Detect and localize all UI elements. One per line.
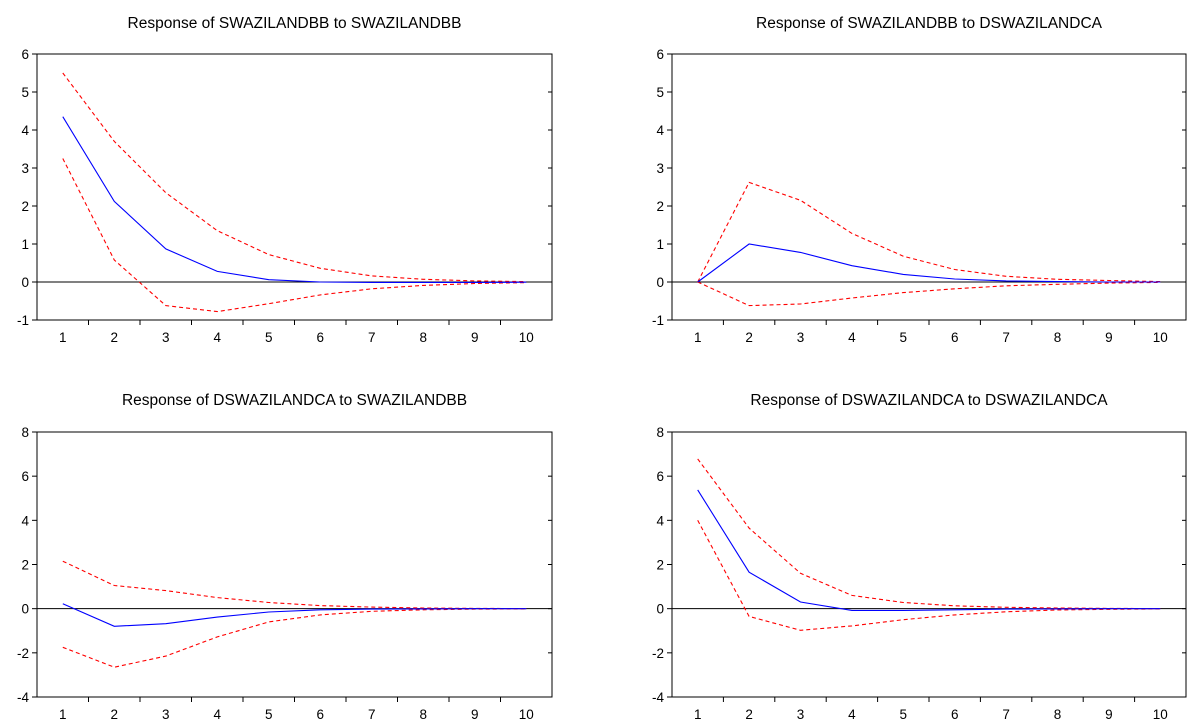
- x-tick-label: 10: [519, 707, 534, 722]
- y-tick-label: 2: [21, 199, 29, 214]
- x-tick-label: 6: [316, 707, 324, 722]
- x-tick-label: 3: [797, 707, 805, 722]
- y-tick-label: -4: [652, 690, 664, 705]
- y-tick-label: 4: [21, 123, 29, 138]
- x-tick-label: 5: [900, 707, 908, 722]
- y-tick-label: 4: [656, 123, 664, 138]
- confidence-band-line: [697, 181, 1161, 283]
- response-line: [62, 116, 527, 283]
- y-tick-label: 0: [21, 275, 29, 290]
- y-tick-label: -2: [652, 646, 664, 661]
- y-tick-label: 0: [656, 602, 664, 617]
- y-tick-label: 8: [656, 425, 664, 440]
- x-tick-label: 2: [110, 707, 118, 722]
- plot-frame: [36, 431, 553, 698]
- y-tick-label: 2: [21, 558, 29, 573]
- x-tick-label: 4: [213, 330, 221, 345]
- y-tick-label: -1: [652, 313, 664, 328]
- x-tick-label: 8: [419, 330, 427, 345]
- x-tick-label: 3: [797, 330, 805, 345]
- x-tick-label: 9: [471, 330, 479, 345]
- x-tick-label: 6: [951, 707, 959, 722]
- x-tick-label: 1: [694, 707, 702, 722]
- x-tick-label: 4: [848, 707, 856, 722]
- response-line: [697, 489, 1161, 611]
- x-tick-label: 9: [1105, 707, 1113, 722]
- y-tick-label: -1: [17, 313, 29, 328]
- x-tick-label: 6: [316, 330, 324, 345]
- confidence-band-line: [697, 458, 1161, 610]
- x-tick-label: 10: [519, 330, 534, 345]
- irf-panel: Response of DSWAZILANDCA to DSWAZILANDCA…: [652, 392, 1187, 722]
- x-tick-label: 1: [59, 707, 67, 722]
- x-tick-label: 2: [745, 330, 753, 345]
- y-tick-label: 6: [656, 47, 664, 62]
- y-tick-label: 5: [21, 85, 29, 100]
- confidence-band-line: [62, 72, 527, 283]
- y-tick-label: 0: [21, 602, 29, 617]
- x-tick-label: 7: [1002, 330, 1010, 345]
- irf-panel: Response of SWAZILANDBB to SWAZILANDBB -1…: [17, 15, 553, 345]
- y-tick-label: 1: [656, 237, 664, 252]
- y-tick-label: 4: [656, 513, 664, 528]
- y-tick-label: 1: [21, 237, 29, 252]
- y-tick-label: 8: [21, 425, 29, 440]
- response-line: [697, 243, 1161, 283]
- x-tick-label: 8: [1054, 707, 1062, 722]
- confidence-band-line: [697, 520, 1161, 631]
- confidence-band-line: [62, 608, 527, 668]
- y-tick-label: 4: [21, 513, 29, 528]
- irf-panel: Response of DSWAZILANDCA to SWAZILANDBB -…: [17, 392, 553, 722]
- x-tick-label: 3: [162, 707, 170, 722]
- x-tick-label: 8: [1054, 330, 1062, 345]
- y-tick-label: 2: [656, 558, 664, 573]
- y-tick-label: 0: [656, 275, 664, 290]
- plot-frame: [36, 53, 553, 321]
- panel-title: Response of SWAZILANDBB to DSWAZILANDCA: [756, 15, 1103, 32]
- x-tick-label: 1: [694, 330, 702, 345]
- x-tick-label: 2: [110, 330, 118, 345]
- x-tick-label: 7: [368, 707, 376, 722]
- x-tick-label: 4: [213, 707, 221, 722]
- confidence-band-line: [697, 281, 1161, 307]
- y-tick-label: 6: [656, 469, 664, 484]
- y-tick-label: 5: [656, 85, 664, 100]
- response-line: [62, 603, 527, 627]
- x-tick-label: 1: [59, 330, 67, 345]
- confidence-band-line: [62, 158, 527, 313]
- irf-panel: Response of SWAZILANDBB to DSWAZILANDCA -…: [652, 15, 1187, 345]
- x-tick-label: 9: [1105, 330, 1113, 345]
- x-tick-label: 10: [1153, 330, 1168, 345]
- y-tick-label: 3: [656, 161, 664, 176]
- y-tick-label: -4: [17, 690, 29, 705]
- x-tick-label: 9: [471, 707, 479, 722]
- y-tick-label: 3: [21, 161, 29, 176]
- panel-title: Response of DSWAZILANDCA to SWAZILANDBB: [122, 392, 467, 409]
- x-tick-label: 6: [951, 330, 959, 345]
- y-tick-label: 6: [21, 469, 29, 484]
- x-tick-label: 8: [419, 707, 427, 722]
- x-tick-label: 3: [162, 330, 170, 345]
- y-tick-label: 6: [21, 47, 29, 62]
- x-tick-label: 5: [265, 707, 273, 722]
- y-tick-label: -2: [17, 646, 29, 661]
- panel-title: Response of DSWAZILANDCA to DSWAZILANDCA: [750, 392, 1108, 409]
- y-tick-label: 2: [656, 199, 664, 214]
- x-tick-label: 10: [1153, 707, 1168, 722]
- x-tick-label: 5: [265, 330, 273, 345]
- x-tick-label: 5: [900, 330, 908, 345]
- x-tick-label: 2: [745, 707, 753, 722]
- x-tick-label: 4: [848, 330, 856, 345]
- x-tick-label: 7: [368, 330, 376, 345]
- x-tick-label: 7: [1002, 707, 1010, 722]
- plot-frame: [671, 431, 1187, 698]
- panel-title: Response of SWAZILANDBB to SWAZILANDBB: [128, 15, 462, 32]
- confidence-band-line: [62, 560, 527, 610]
